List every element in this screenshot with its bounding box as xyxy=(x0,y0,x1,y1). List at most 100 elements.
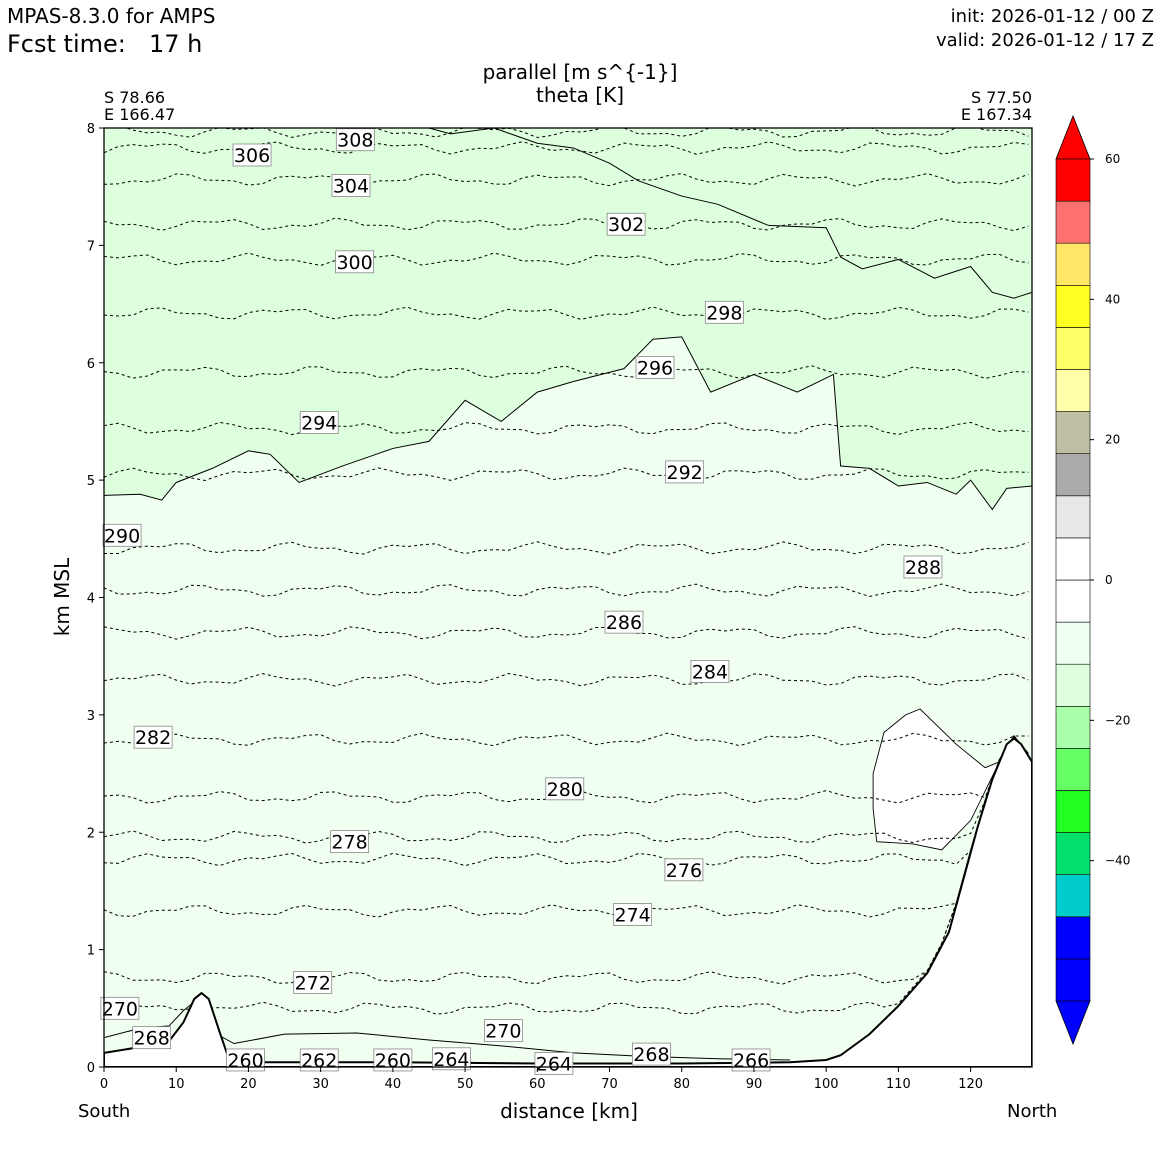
end-longitude: E 167.34 xyxy=(960,105,1032,124)
theta-contour-layer xyxy=(104,128,1029,1015)
colorbar-tick-label: 60 xyxy=(1105,152,1120,166)
x-tick-label: 90 xyxy=(746,1077,763,1092)
chart-title-wind: parallel [m s^{-1}] xyxy=(482,60,678,84)
x-tick-label: 80 xyxy=(673,1077,690,1092)
contour-label-box xyxy=(690,660,730,683)
contour-label: 276 xyxy=(664,858,704,882)
x-tick-label: 110 xyxy=(886,1077,911,1092)
colorbar-segment xyxy=(1055,790,1091,833)
contour-label-text: 304 xyxy=(333,176,369,198)
contour-label: 270 xyxy=(100,996,140,1020)
colorbar-segment xyxy=(1055,369,1091,412)
theta-contour-290 xyxy=(104,541,1029,555)
end-latitude: S 77.50 xyxy=(970,88,1032,107)
contour-label-box xyxy=(664,858,704,882)
theta-contour-286 xyxy=(104,626,1029,640)
valid-time: valid: 2026-01-12 / 17 Z xyxy=(936,30,1154,51)
y-tick-label: 4 xyxy=(87,592,95,607)
y-tick-label: 0 xyxy=(87,1061,95,1076)
colorbar-tick-label: 20 xyxy=(1105,433,1120,447)
theta-contour-284 xyxy=(104,672,1029,687)
contour-label-text: 270 xyxy=(102,998,138,1020)
colorbar-segment xyxy=(1055,495,1091,539)
colorbar-segment xyxy=(1055,748,1091,791)
contour-label: 264 xyxy=(431,1047,471,1071)
x-axis-title: distance [km] xyxy=(500,1099,638,1123)
contour-label-text: 286 xyxy=(606,612,642,634)
x-tick-label: 20 xyxy=(240,1077,257,1092)
contour-label-box xyxy=(100,996,140,1020)
contour-label: 270 xyxy=(483,1019,523,1043)
theta-contour-302 xyxy=(104,217,1029,232)
theta-contour-300 xyxy=(104,252,1029,266)
theta-contour-292 xyxy=(104,467,1029,481)
contour-label-box xyxy=(704,300,744,324)
contour-label: 284 xyxy=(690,660,730,683)
contour-label-box xyxy=(299,411,339,435)
colorbar-segment xyxy=(1055,158,1091,202)
contour-label-text: 290 xyxy=(104,525,140,547)
model-name: MPAS-8.3.0 for AMPS xyxy=(7,4,216,28)
contour-label: 268 xyxy=(632,1042,671,1066)
contour-label-text: 274 xyxy=(615,904,651,926)
contour-label: 300 xyxy=(335,250,374,274)
colorbar-extend-min xyxy=(1055,1000,1091,1046)
colorbar-extend-max xyxy=(1055,114,1091,160)
contour-label-box xyxy=(606,212,646,236)
contour-label: 308 xyxy=(335,128,375,152)
theta-contour-298 xyxy=(104,306,1029,320)
wind-contour-layer xyxy=(104,128,1032,1061)
theta-contour-304 xyxy=(104,173,1029,187)
contour-label-text: 264 xyxy=(433,1049,469,1071)
contour-label-box xyxy=(903,555,943,579)
x-tick-label: 30 xyxy=(312,1077,329,1092)
contour-label-box xyxy=(102,523,142,547)
y-tick-label: 6 xyxy=(87,357,95,372)
contour-label-text: 288 xyxy=(905,557,941,579)
colorbar-segment xyxy=(1055,327,1091,370)
terrain-layer xyxy=(104,737,1032,1067)
x-tick-label: 60 xyxy=(529,1077,546,1092)
init-time: init: 2026-01-12 / 00 Z xyxy=(950,6,1154,27)
contour-label: 298 xyxy=(704,300,744,324)
contour-label-box xyxy=(132,1026,172,1050)
contour-label-box xyxy=(299,1048,339,1072)
y-tick-label: 5 xyxy=(87,474,95,489)
contour-label-box xyxy=(232,143,272,167)
y-tick-label: 7 xyxy=(87,239,95,254)
contour-label: 306 xyxy=(232,143,272,167)
contour-label-box xyxy=(293,971,333,994)
colorbar-segment xyxy=(1055,874,1091,918)
theta-contour-294 xyxy=(104,421,1029,436)
contour-label: 268 xyxy=(132,1026,172,1050)
contour-label-box xyxy=(483,1019,523,1043)
contour-label: 288 xyxy=(903,555,943,579)
y-tick-label: 3 xyxy=(87,709,95,724)
colorbar-tick-label: 40 xyxy=(1105,292,1120,306)
contour-label: 294 xyxy=(299,411,339,435)
terrain-profile xyxy=(104,737,1032,1067)
colorbar-segment xyxy=(1055,832,1091,875)
contour-label: 282 xyxy=(133,725,173,749)
theta-contour-272 xyxy=(104,735,1029,985)
axes-layer: 0 10 20 30 40 50 60 70 80 90 100 110 120 0 1 2 3 4 5 6 7 8 xyxy=(87,122,983,1092)
contour-label-box xyxy=(613,903,653,926)
contour-label: 286 xyxy=(604,610,644,634)
colorbar-segment xyxy=(1055,453,1091,497)
y-tick-label: 2 xyxy=(87,826,95,841)
contour-label-box xyxy=(534,1052,574,1075)
colorbar-segment xyxy=(1055,705,1091,749)
colorbar-tick-label: −40 xyxy=(1105,854,1130,868)
contour-label: 296 xyxy=(635,356,675,379)
x-tick-label: 100 xyxy=(814,1077,839,1092)
contour-label: 274 xyxy=(613,903,653,926)
contour-label: 260 xyxy=(226,1048,265,1072)
x-tick-label: 0 xyxy=(100,1077,108,1092)
contour-label-box xyxy=(226,1048,265,1072)
contour-label: 278 xyxy=(330,830,369,854)
contour-label: 290 xyxy=(102,523,142,547)
end-point-coordinates: S 77.50 E 167.34 xyxy=(961,89,1032,123)
contour-label-box xyxy=(635,356,675,379)
contour-label-text: 270 xyxy=(485,1021,521,1043)
